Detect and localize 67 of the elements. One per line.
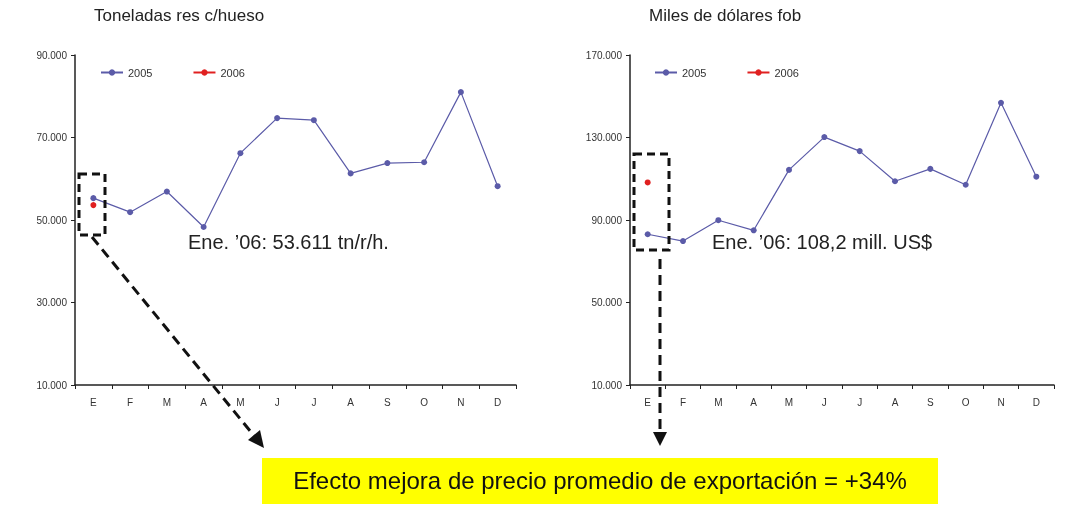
y-tick-label: 10.000 [591,379,623,391]
x-tick-label: J [857,396,863,408]
x-tick-label: N [457,396,465,408]
x-tick-label: A [200,396,208,408]
legend-label: 2005 [682,66,707,79]
y-tick-label: 70.000 [36,132,68,143]
point [274,115,281,122]
point [163,188,170,195]
chart-title: Toneladas res c/hueso [94,6,265,25]
point [750,227,757,234]
point [856,148,863,155]
point [892,178,898,185]
y-tick-label: 90.000 [36,49,68,61]
y-tick-label: 10.000 [36,379,68,391]
x-tick-label: E [90,396,98,408]
point [457,89,464,96]
point [998,99,1004,106]
x-tick-label: O [420,396,429,408]
point [384,160,391,167]
point [310,117,317,124]
point [821,134,828,141]
y-tick-label: 30.000 [36,297,68,308]
annotation: Ene. ’06: 108,2 mill. US$ [712,231,933,253]
point [494,183,501,190]
x-tick-label: M [714,396,723,408]
x-tick-label: N [997,396,1005,408]
point [200,224,207,231]
point [1033,173,1040,180]
y-tick-label: 130.000 [585,132,623,143]
x-tick-label: M [236,396,245,408]
x-tick-label: S [927,396,934,408]
x-tick-label: S [384,396,392,408]
x-tick-label: O [961,396,970,408]
legend-label: 2006 [220,66,245,79]
point [347,170,354,177]
x-tick-label: D [1032,396,1040,408]
point [680,238,686,245]
x-tick-label: J [821,396,827,408]
point [715,217,722,224]
point [127,209,134,216]
x-tick-label: F [127,396,134,408]
x-tick-label: A [891,396,899,408]
y-tick-label: 170.000 [585,49,623,61]
x-tick-label: M [784,396,794,408]
point [421,159,428,166]
annotation: Ene. ’06: 53.611 tn/r/h. [188,231,389,253]
point [927,165,934,172]
x-tick-label: J [274,396,280,408]
x-tick-label: A [347,396,355,408]
point [90,195,97,202]
legend-label: 2006 [774,66,799,79]
y-tick-label: 90.000 [591,214,623,226]
x-tick-label: A [750,396,758,408]
text: Efecto mejora de precio promedio de exportación = +34% [262,458,938,504]
x-tick-label: J [311,396,317,408]
point [644,231,651,238]
legend-label: 2005 [128,66,153,79]
x-tick-label: M [162,396,172,408]
x-tick-label: E [644,396,652,408]
chart-title: Miles de dólares fob [649,6,802,25]
point [962,181,969,188]
x-tick-label: F [679,396,687,408]
x-tick-label: D [494,396,502,408]
y-tick-label: 50.000 [36,214,68,226]
point [237,150,244,157]
point [786,166,792,173]
y-tick-label: 50.000 [591,297,623,308]
